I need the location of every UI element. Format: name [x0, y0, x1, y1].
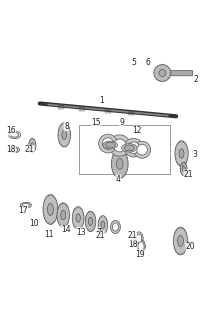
Ellipse shape: [159, 69, 166, 76]
Ellipse shape: [182, 166, 185, 172]
Ellipse shape: [178, 236, 183, 247]
Ellipse shape: [43, 195, 58, 224]
Ellipse shape: [180, 162, 187, 176]
Ellipse shape: [124, 138, 143, 157]
Ellipse shape: [98, 216, 108, 234]
Text: 2: 2: [194, 75, 198, 84]
Ellipse shape: [133, 141, 151, 158]
Text: 14: 14: [61, 225, 71, 235]
Text: 10: 10: [29, 219, 39, 228]
Ellipse shape: [112, 223, 119, 231]
Text: 21: 21: [127, 231, 137, 240]
FancyBboxPatch shape: [170, 71, 193, 76]
Text: 3: 3: [192, 149, 197, 158]
Text: 5: 5: [131, 58, 136, 67]
Ellipse shape: [113, 139, 126, 152]
Ellipse shape: [154, 64, 171, 82]
Ellipse shape: [99, 134, 117, 153]
Ellipse shape: [103, 141, 117, 149]
Text: 13: 13: [76, 228, 86, 236]
Text: 11: 11: [44, 230, 54, 239]
Text: 12: 12: [133, 126, 142, 135]
Ellipse shape: [111, 149, 128, 178]
Text: 19: 19: [136, 250, 145, 259]
Text: 18: 18: [6, 145, 16, 154]
Ellipse shape: [62, 130, 67, 140]
Ellipse shape: [128, 142, 139, 153]
Text: 15: 15: [91, 117, 101, 126]
Ellipse shape: [101, 221, 105, 228]
Text: 20: 20: [186, 243, 195, 252]
Ellipse shape: [20, 202, 32, 208]
Ellipse shape: [12, 148, 17, 152]
Text: 4: 4: [116, 175, 121, 184]
Ellipse shape: [76, 214, 80, 222]
Ellipse shape: [137, 240, 145, 253]
Ellipse shape: [22, 204, 29, 207]
Ellipse shape: [57, 203, 70, 227]
Ellipse shape: [58, 123, 71, 147]
Ellipse shape: [175, 141, 188, 166]
Text: 16: 16: [6, 126, 16, 135]
Ellipse shape: [85, 211, 96, 232]
Ellipse shape: [124, 145, 135, 151]
Ellipse shape: [109, 135, 130, 156]
Ellipse shape: [111, 220, 121, 234]
Ellipse shape: [135, 232, 143, 245]
Ellipse shape: [105, 142, 115, 148]
Text: 21: 21: [25, 145, 34, 154]
Ellipse shape: [72, 207, 84, 229]
Ellipse shape: [179, 149, 184, 158]
Ellipse shape: [61, 210, 66, 220]
Ellipse shape: [10, 147, 19, 153]
Text: 6: 6: [146, 58, 151, 67]
Ellipse shape: [173, 227, 188, 255]
Text: 21: 21: [95, 231, 105, 240]
Ellipse shape: [122, 144, 137, 152]
Ellipse shape: [29, 139, 36, 153]
Text: 21: 21: [184, 170, 193, 179]
Ellipse shape: [31, 143, 34, 148]
Text: 18: 18: [128, 240, 137, 249]
Text: 7: 7: [96, 228, 101, 236]
Ellipse shape: [138, 242, 144, 251]
Ellipse shape: [116, 158, 123, 169]
Ellipse shape: [11, 132, 18, 137]
Text: 1: 1: [99, 96, 104, 105]
Ellipse shape: [137, 144, 148, 155]
Ellipse shape: [136, 234, 142, 243]
Bar: [79, 125, 170, 174]
Text: 9: 9: [119, 117, 124, 126]
Ellipse shape: [88, 217, 93, 226]
Text: 17: 17: [18, 206, 28, 215]
Ellipse shape: [48, 204, 53, 215]
Text: 8: 8: [64, 122, 69, 131]
Ellipse shape: [8, 131, 21, 139]
Ellipse shape: [102, 138, 114, 149]
